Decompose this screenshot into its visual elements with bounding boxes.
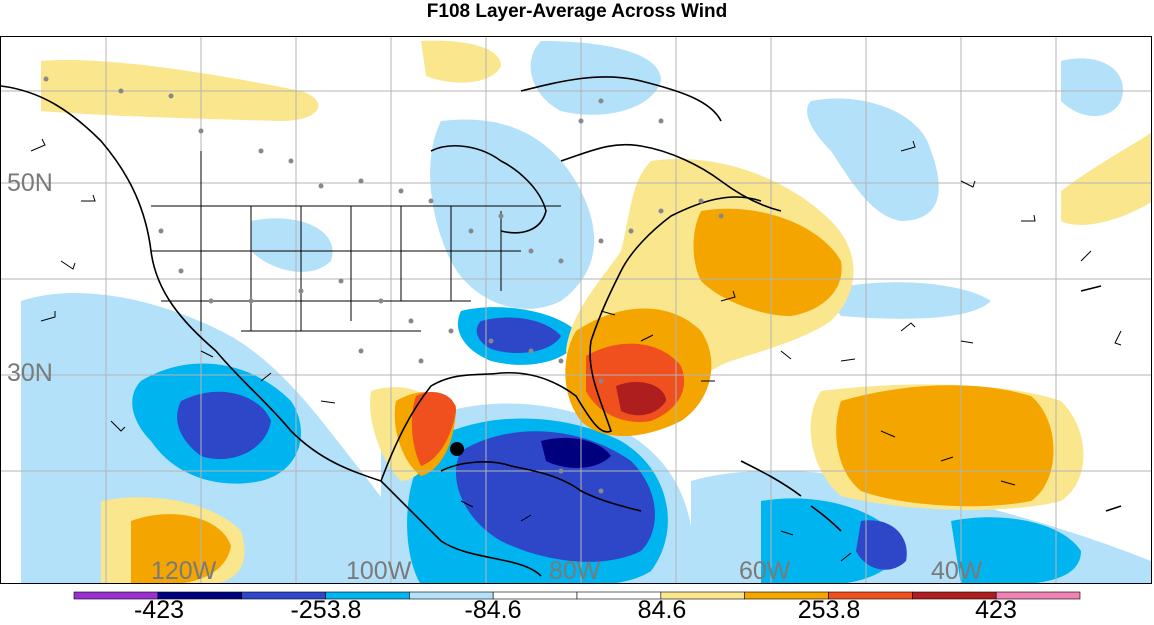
shade-region xyxy=(807,98,939,221)
shade-region xyxy=(856,520,907,570)
lon-label-100w: 100W xyxy=(346,557,412,584)
shade-region xyxy=(616,381,666,416)
lon-label-120w: 120W xyxy=(151,557,217,584)
lat-label-50n: 50N xyxy=(7,169,53,197)
colorbar-label: -84.6 xyxy=(464,596,522,624)
colorbar-label: 423 xyxy=(975,596,1017,624)
shade-region xyxy=(836,385,1054,507)
chart-title: F108 Layer-Average Across Wind xyxy=(426,1,728,22)
coastlines xyxy=(1,76,1122,577)
shade-region xyxy=(821,282,991,319)
lat-label-30n: 30N xyxy=(7,359,53,387)
wind-barbs xyxy=(30,138,1122,562)
shade-region xyxy=(476,317,561,353)
shade-region xyxy=(251,218,333,272)
location-marker xyxy=(450,442,464,456)
lon-label-40w: 40W xyxy=(931,557,983,584)
colorbar-label: -253.8 xyxy=(290,596,362,624)
shade-region xyxy=(411,391,456,466)
shade-region xyxy=(693,208,842,316)
shade-region xyxy=(131,514,231,583)
colorbar-label: -423 xyxy=(133,596,185,624)
shade-region xyxy=(421,40,501,83)
gridlines xyxy=(1,37,1151,583)
lon-label-60w: 60W xyxy=(739,557,791,584)
shading-layer xyxy=(21,40,1151,583)
shade-region xyxy=(541,437,611,468)
lon-label-80w: 80W xyxy=(549,557,601,584)
colorbar-swatch xyxy=(995,591,1081,600)
shade-region xyxy=(430,119,595,309)
colorbar-label: 253.8 xyxy=(797,596,861,624)
map-panel: 50N 30N 120W 100W 80W 60W 40W xyxy=(0,36,1152,584)
shade-region xyxy=(951,517,1081,583)
observation-dots xyxy=(43,76,724,494)
shade-region xyxy=(1061,58,1123,116)
shade-region xyxy=(1061,132,1151,225)
colorbar-label: 84.6 xyxy=(637,596,687,624)
state-borders xyxy=(151,151,561,332)
map-canvas xyxy=(1,37,1151,583)
colorbar xyxy=(73,591,1081,600)
